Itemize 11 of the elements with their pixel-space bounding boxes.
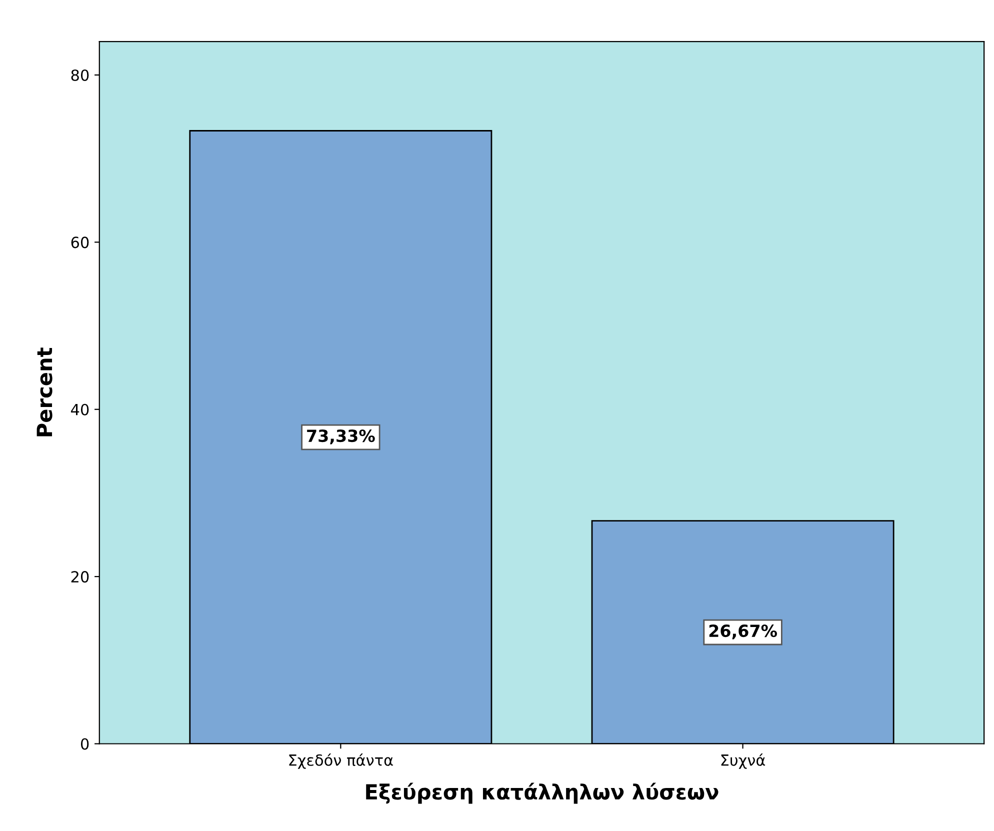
x-tick-label: Σχεδόν πάντα [289, 753, 393, 769]
x-axis-title: Εξεύρεση κατάλληλων λύσεων [366, 782, 718, 804]
data-label: 73,33% [307, 429, 375, 444]
y-tick-label: 20 [71, 571, 89, 583]
x-tick-label: Συχνά [721, 753, 766, 769]
y-tick-label: 0 [80, 738, 89, 750]
y-axis-title: Percent [36, 348, 52, 436]
data-label: 26,67% [709, 624, 777, 640]
y-tick-label: 80 [71, 69, 89, 82]
y-tick-label: 60 [71, 236, 89, 248]
y-tick-label: 40 [70, 404, 89, 416]
